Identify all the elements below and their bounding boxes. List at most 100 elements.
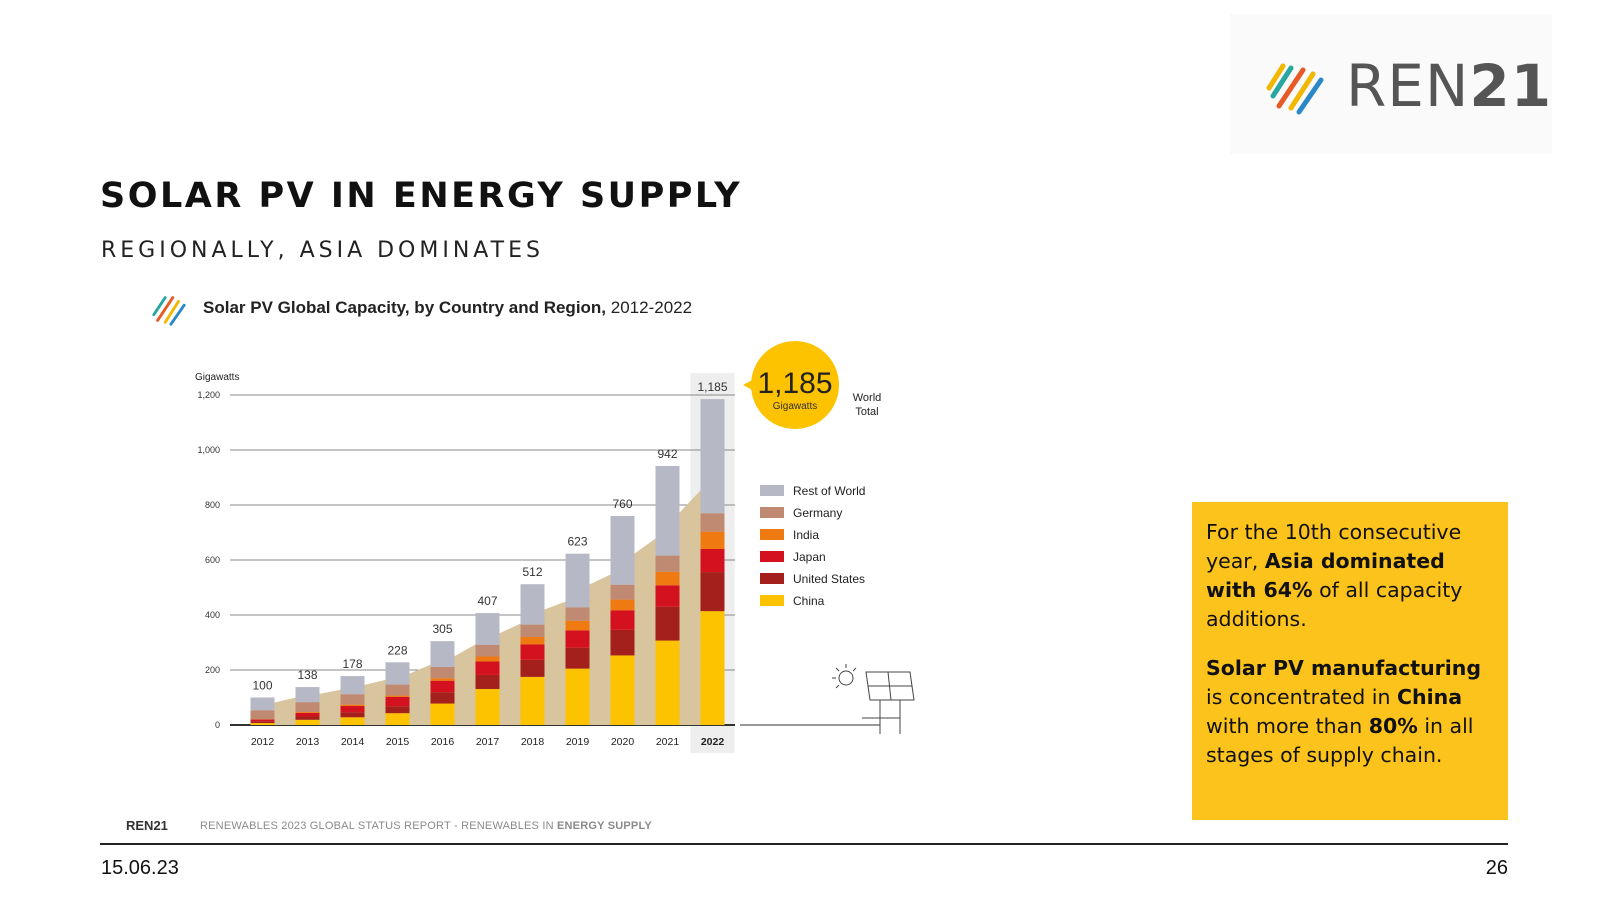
bar-rest-of-world <box>655 465 680 556</box>
bar-total-label: 407 <box>477 594 497 608</box>
bar-total-label: 178 <box>342 657 362 671</box>
x-tick-label: 2021 <box>656 736 680 748</box>
bar-china <box>385 713 410 725</box>
bar-united-states <box>565 647 590 669</box>
legend-swatch <box>760 551 784 562</box>
chart-title: Solar PV Global Capacity, by Country and… <box>203 298 693 317</box>
legend-label: India <box>793 528 819 542</box>
callout-label-total: Total <box>855 406 878 418</box>
bar-china <box>295 719 320 725</box>
y-tick-label: 200 <box>205 665 220 675</box>
bar-china <box>610 655 635 725</box>
slide-date: 15.06.23 <box>101 857 179 879</box>
legend-label: United States <box>793 572 865 586</box>
bar-china <box>565 668 590 725</box>
callout-unit: Gigawatts <box>773 401 817 412</box>
bar-china <box>250 723 275 725</box>
x-tick-label: 2017 <box>476 736 500 748</box>
legend-swatch <box>760 573 784 584</box>
bar-china <box>655 640 680 725</box>
bar-rest-of-world <box>610 516 635 585</box>
bar-germany <box>700 513 725 532</box>
bar-total-label: 1,185 <box>697 380 727 394</box>
ren21-logo-icon <box>1266 63 1324 115</box>
bar-germany <box>610 584 635 600</box>
bar-germany <box>565 607 590 621</box>
footer-ren21-logo: REN21 <box>126 818 168 833</box>
legend-label: Rest of World <box>793 484 865 498</box>
bar-china <box>430 703 455 725</box>
bar-japan <box>340 706 365 713</box>
bar-united-states <box>475 674 500 689</box>
footer-divider <box>100 843 1508 845</box>
y-tick-label: 600 <box>205 555 220 565</box>
bar-china <box>520 676 545 725</box>
bar-germany <box>655 555 680 572</box>
bar-total-label: 228 <box>387 643 407 657</box>
y-tick-label: 1,000 <box>197 445 220 455</box>
bar-total-label: 138 <box>297 668 317 682</box>
legend-swatch <box>760 507 784 518</box>
bar-rest-of-world <box>340 676 365 695</box>
bar-india <box>340 704 365 707</box>
callout-value: 1,185 <box>757 367 832 400</box>
legend-swatch <box>760 485 784 496</box>
bar-china <box>340 717 365 725</box>
bar-japan <box>385 696 410 707</box>
capacity-chart: Gigawatts 0 200 400 600 800 1,000 1,200 100 2012 1… <box>195 341 882 753</box>
bar-total-label: 512 <box>522 565 542 579</box>
info-paragraph-asia: For the 10th consecutive year, Asia domi… <box>1206 520 1463 631</box>
bar-japan <box>475 661 500 675</box>
bar-rest-of-world <box>520 584 545 625</box>
x-tick-label: 2020 <box>611 736 635 748</box>
legend-label: Germany <box>793 506 842 520</box>
bar-china <box>475 688 500 725</box>
x-tick-label: 2015 <box>386 736 410 748</box>
bar-total-label: 305 <box>432 622 452 636</box>
bar-germany <box>295 702 320 713</box>
bar-united-states <box>520 659 545 677</box>
bar-united-states <box>385 706 410 714</box>
info-callout: For the 10th consecutive year, Asia domi… <box>1192 502 1508 820</box>
slide-title: SOLAR PV IN ENERGY SUPPLY <box>100 176 743 216</box>
ren21-logo-text: REN21 <box>1346 52 1553 120</box>
slide-subtitle: REGIONALLY, ASIA DOMINATES <box>101 238 544 263</box>
bar-india <box>700 531 725 549</box>
x-tick-label: 2013 <box>296 736 320 748</box>
bar-germany <box>520 624 545 637</box>
bar-japan <box>655 585 680 607</box>
bar-rest-of-world <box>700 399 725 514</box>
x-tick-label: 2022 <box>701 736 725 748</box>
bar-japan <box>250 719 275 722</box>
y-tick-label: 0 <box>215 720 220 730</box>
bar-japan <box>295 712 320 717</box>
bar-total-label: 760 <box>612 497 632 511</box>
bar-rest-of-world <box>385 662 410 685</box>
callout-label-world: World <box>853 392 882 404</box>
x-tick-label: 2012 <box>251 736 275 748</box>
bar-rest-of-world <box>565 553 590 608</box>
bar-japan <box>700 549 725 573</box>
bar-united-states <box>610 629 635 656</box>
bar-united-states <box>700 572 725 612</box>
bar-germany <box>385 684 410 696</box>
y-axis-label: Gigawatts <box>195 372 239 383</box>
chart-logo-icon <box>152 296 186 326</box>
bar-rest-of-world <box>430 641 455 667</box>
y-tick-label: 1,200 <box>197 390 220 400</box>
source-caption: RENEWABLES 2023 GLOBAL STATUS REPORT - R… <box>200 820 652 832</box>
callout-bubble <box>751 341 839 429</box>
bar-india <box>655 571 680 586</box>
bar-india <box>475 656 500 662</box>
bar-china <box>700 611 725 725</box>
bar-united-states <box>250 721 275 724</box>
bar-germany <box>430 666 455 679</box>
bar-united-states <box>430 692 455 704</box>
bar-india <box>520 637 545 645</box>
bar-india <box>565 620 590 631</box>
x-tick-label: 2018 <box>521 736 545 748</box>
bar-united-states <box>295 716 320 720</box>
legend-swatch <box>760 529 784 540</box>
page-number: 26 <box>1485 857 1508 879</box>
legend-swatch <box>760 595 784 606</box>
